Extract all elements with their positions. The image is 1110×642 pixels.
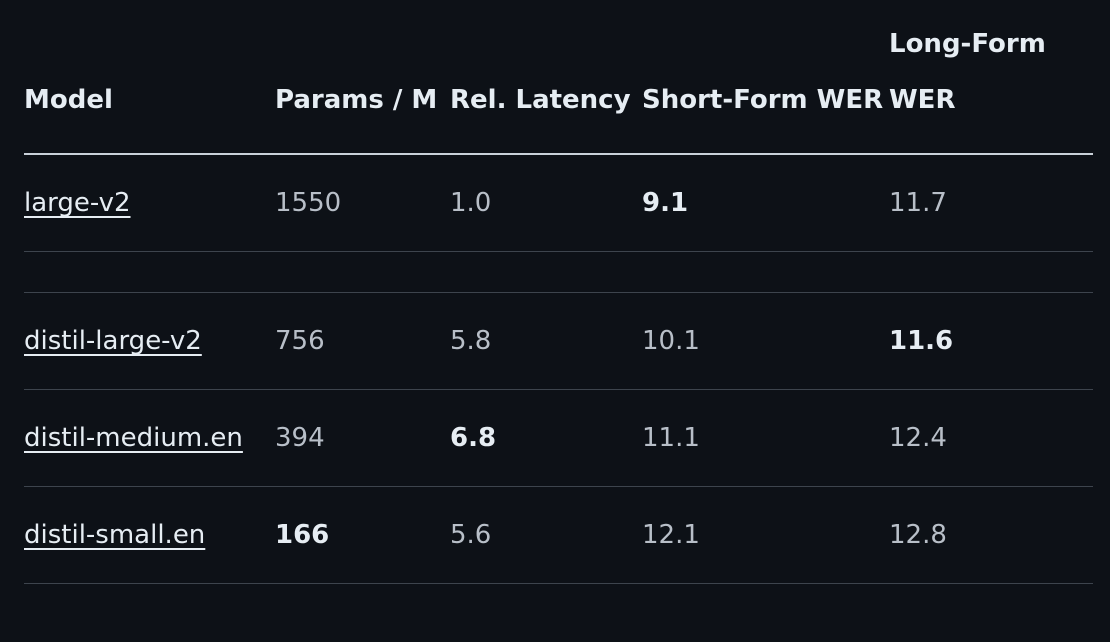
table-row: distil-small.en 166 5.6 12.1 12.8 — [24, 486, 1093, 584]
table-row: distil-medium.en 394 6.8 11.1 12.4 — [24, 389, 1093, 487]
spacer-cell — [450, 251, 642, 293]
cell-short-form-wer: 9.1 — [642, 154, 889, 252]
cell-short-form-wer: 11.1 — [642, 389, 889, 487]
cell-params: 394 — [275, 389, 450, 487]
cell-rel-latency: 5.8 — [450, 292, 642, 390]
cell-rel-latency: 6.8 — [450, 389, 642, 487]
cell-model: distil-medium.en — [24, 389, 275, 487]
cell-model: large-v2 — [24, 154, 275, 252]
cell-long-form-wer: 12.4 — [889, 389, 1093, 487]
cell-params: 756 — [275, 292, 450, 390]
model-link-distil-large-v2[interactable]: distil-large-v2 — [24, 326, 202, 356]
spacer-cell — [24, 251, 275, 293]
cell-short-form-wer: 10.1 — [642, 292, 889, 390]
cell-long-form-wer: 11.6 — [889, 292, 1093, 390]
spacer-cell — [889, 251, 1093, 293]
cell-rel-latency: 5.6 — [450, 486, 642, 584]
table-body: large-v2 1550 1.0 9.1 11.7 distil-large-… — [24, 154, 1093, 584]
model-link-large-v2[interactable]: large-v2 — [24, 188, 131, 218]
wer-comparison-table: Model Params / M Rel. Latency Short-Form… — [24, 0, 1093, 584]
table-header: Model Params / M Rel. Latency Short-Form… — [24, 0, 1093, 155]
header-model: Model — [24, 0, 275, 155]
cell-model: distil-small.en — [24, 486, 275, 584]
header-short-form-wer: Short-Form WER — [642, 0, 889, 155]
cell-short-form-wer: 12.1 — [642, 486, 889, 584]
cell-params: 1550 — [275, 154, 450, 252]
cell-params: 166 — [275, 486, 450, 584]
cell-long-form-wer: 11.7 — [889, 154, 1093, 252]
cell-model: distil-large-v2 — [24, 292, 275, 390]
cell-long-form-wer: 12.8 — [889, 486, 1093, 584]
header-params: Params / M — [275, 0, 450, 155]
cell-rel-latency: 1.0 — [450, 154, 642, 252]
header-long-form-wer: Long-Form WER — [889, 0, 1093, 155]
model-link-distil-small-en[interactable]: distil-small.en — [24, 520, 206, 550]
spacer-cell — [642, 251, 889, 293]
wer-comparison-table-container: Model Params / M Rel. Latency Short-Form… — [24, 0, 1093, 584]
spacer-row — [24, 251, 1093, 293]
model-link-distil-medium-en[interactable]: distil-medium.en — [24, 423, 243, 453]
table-row: large-v2 1550 1.0 9.1 11.7 — [24, 154, 1093, 252]
table-row: distil-large-v2 756 5.8 10.1 11.6 — [24, 292, 1093, 390]
spacer-cell — [275, 251, 450, 293]
header-rel-latency: Rel. Latency — [450, 0, 642, 155]
header-row: Model Params / M Rel. Latency Short-Form… — [24, 0, 1093, 155]
